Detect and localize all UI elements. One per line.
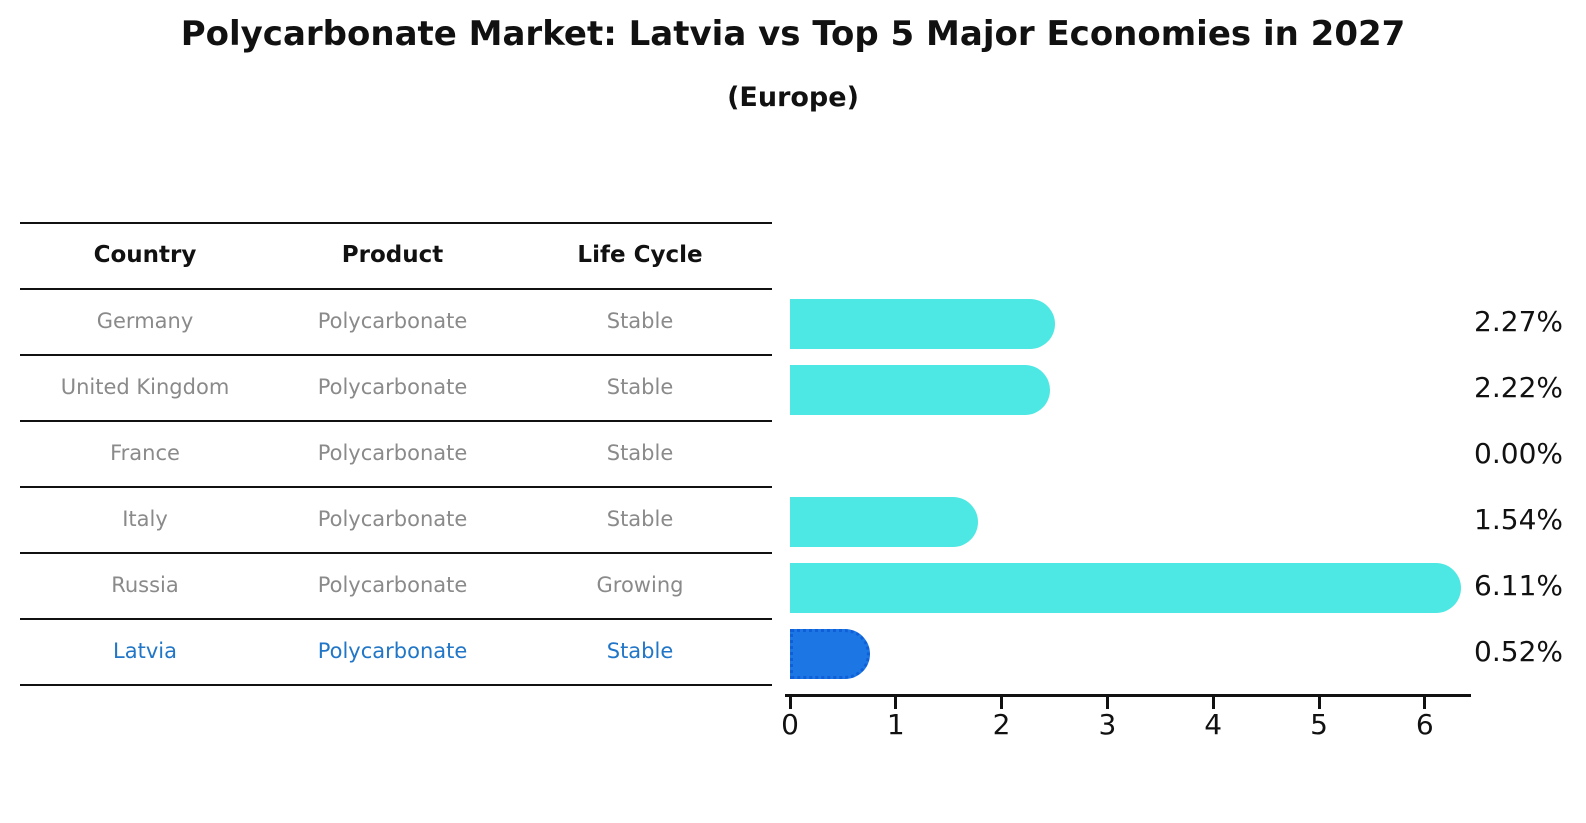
table-rule	[20, 618, 772, 620]
bar-latvia	[790, 629, 871, 679]
lifecycle-cell: Stable	[606, 639, 674, 663]
x-axis-line	[785, 694, 1471, 697]
table-rule	[20, 420, 772, 422]
table-rule	[20, 288, 772, 290]
x-tick-mark	[894, 697, 898, 709]
x-tick-mark	[1211, 697, 1215, 709]
country-cell: Russia	[111, 573, 179, 597]
table-header-lifecycle: Life Cycle	[577, 242, 703, 268]
x-tick-mark	[1000, 697, 1004, 709]
table-header-country: Country	[93, 242, 197, 268]
product-cell: Polycarbonate	[317, 375, 468, 399]
bar-italy	[790, 497, 978, 547]
product-cell: Polycarbonate	[317, 441, 468, 465]
lifecycle-cell: Stable	[606, 375, 674, 399]
product-cell: Polycarbonate	[317, 309, 468, 333]
value-label-united-kingdom: 2.22%	[1474, 371, 1563, 404]
product-cell: Polycarbonate	[317, 507, 468, 531]
country-cell: France	[110, 441, 180, 465]
x-tick-mark	[788, 697, 792, 709]
x-tick-mark	[1317, 697, 1321, 709]
bar-russia	[790, 563, 1462, 613]
country-cell: Germany	[96, 309, 194, 333]
table-rule	[20, 552, 772, 554]
table-rule	[20, 486, 772, 488]
x-tick-label: 5	[1310, 708, 1328, 741]
table-header-product: Product	[341, 242, 444, 268]
lifecycle-cell: Stable	[606, 441, 674, 465]
product-cell: Polycarbonate	[317, 573, 468, 597]
lifecycle-cell: Stable	[606, 507, 674, 531]
value-label-latvia: 0.52%	[1474, 635, 1563, 668]
x-tick-mark	[1423, 697, 1427, 709]
x-tick-mark	[1105, 697, 1109, 709]
lifecycle-cell: Stable	[606, 309, 674, 333]
country-cell: United Kingdom	[60, 375, 230, 399]
product-cell: Polycarbonate	[317, 639, 468, 663]
lifecycle-cell: Growing	[596, 573, 684, 597]
table-rule	[20, 354, 772, 356]
value-label-germany: 2.27%	[1474, 305, 1563, 338]
bar-united-kingdom	[790, 365, 1050, 415]
x-tick-label: 6	[1415, 708, 1434, 741]
value-label-italy: 1.54%	[1474, 503, 1563, 536]
x-tick-label: 2	[992, 708, 1011, 741]
value-label-russia: 6.11%	[1474, 569, 1563, 602]
table-rule	[20, 684, 772, 686]
chart-title: Polycarbonate Market: Latvia vs Top 5 Ma…	[180, 14, 1406, 54]
bar-germany	[790, 299, 1056, 349]
table-rule	[20, 222, 772, 224]
x-tick-label: 1	[886, 708, 905, 741]
x-tick-label: 4	[1204, 708, 1223, 741]
x-tick-label: 0	[781, 708, 799, 741]
country-cell: Italy	[122, 507, 168, 531]
country-cell: Latvia	[113, 639, 177, 663]
x-tick-label: 3	[1098, 708, 1117, 741]
chart-subtitle: (Europe)	[727, 82, 859, 113]
value-label-france: 0.00%	[1474, 437, 1563, 470]
